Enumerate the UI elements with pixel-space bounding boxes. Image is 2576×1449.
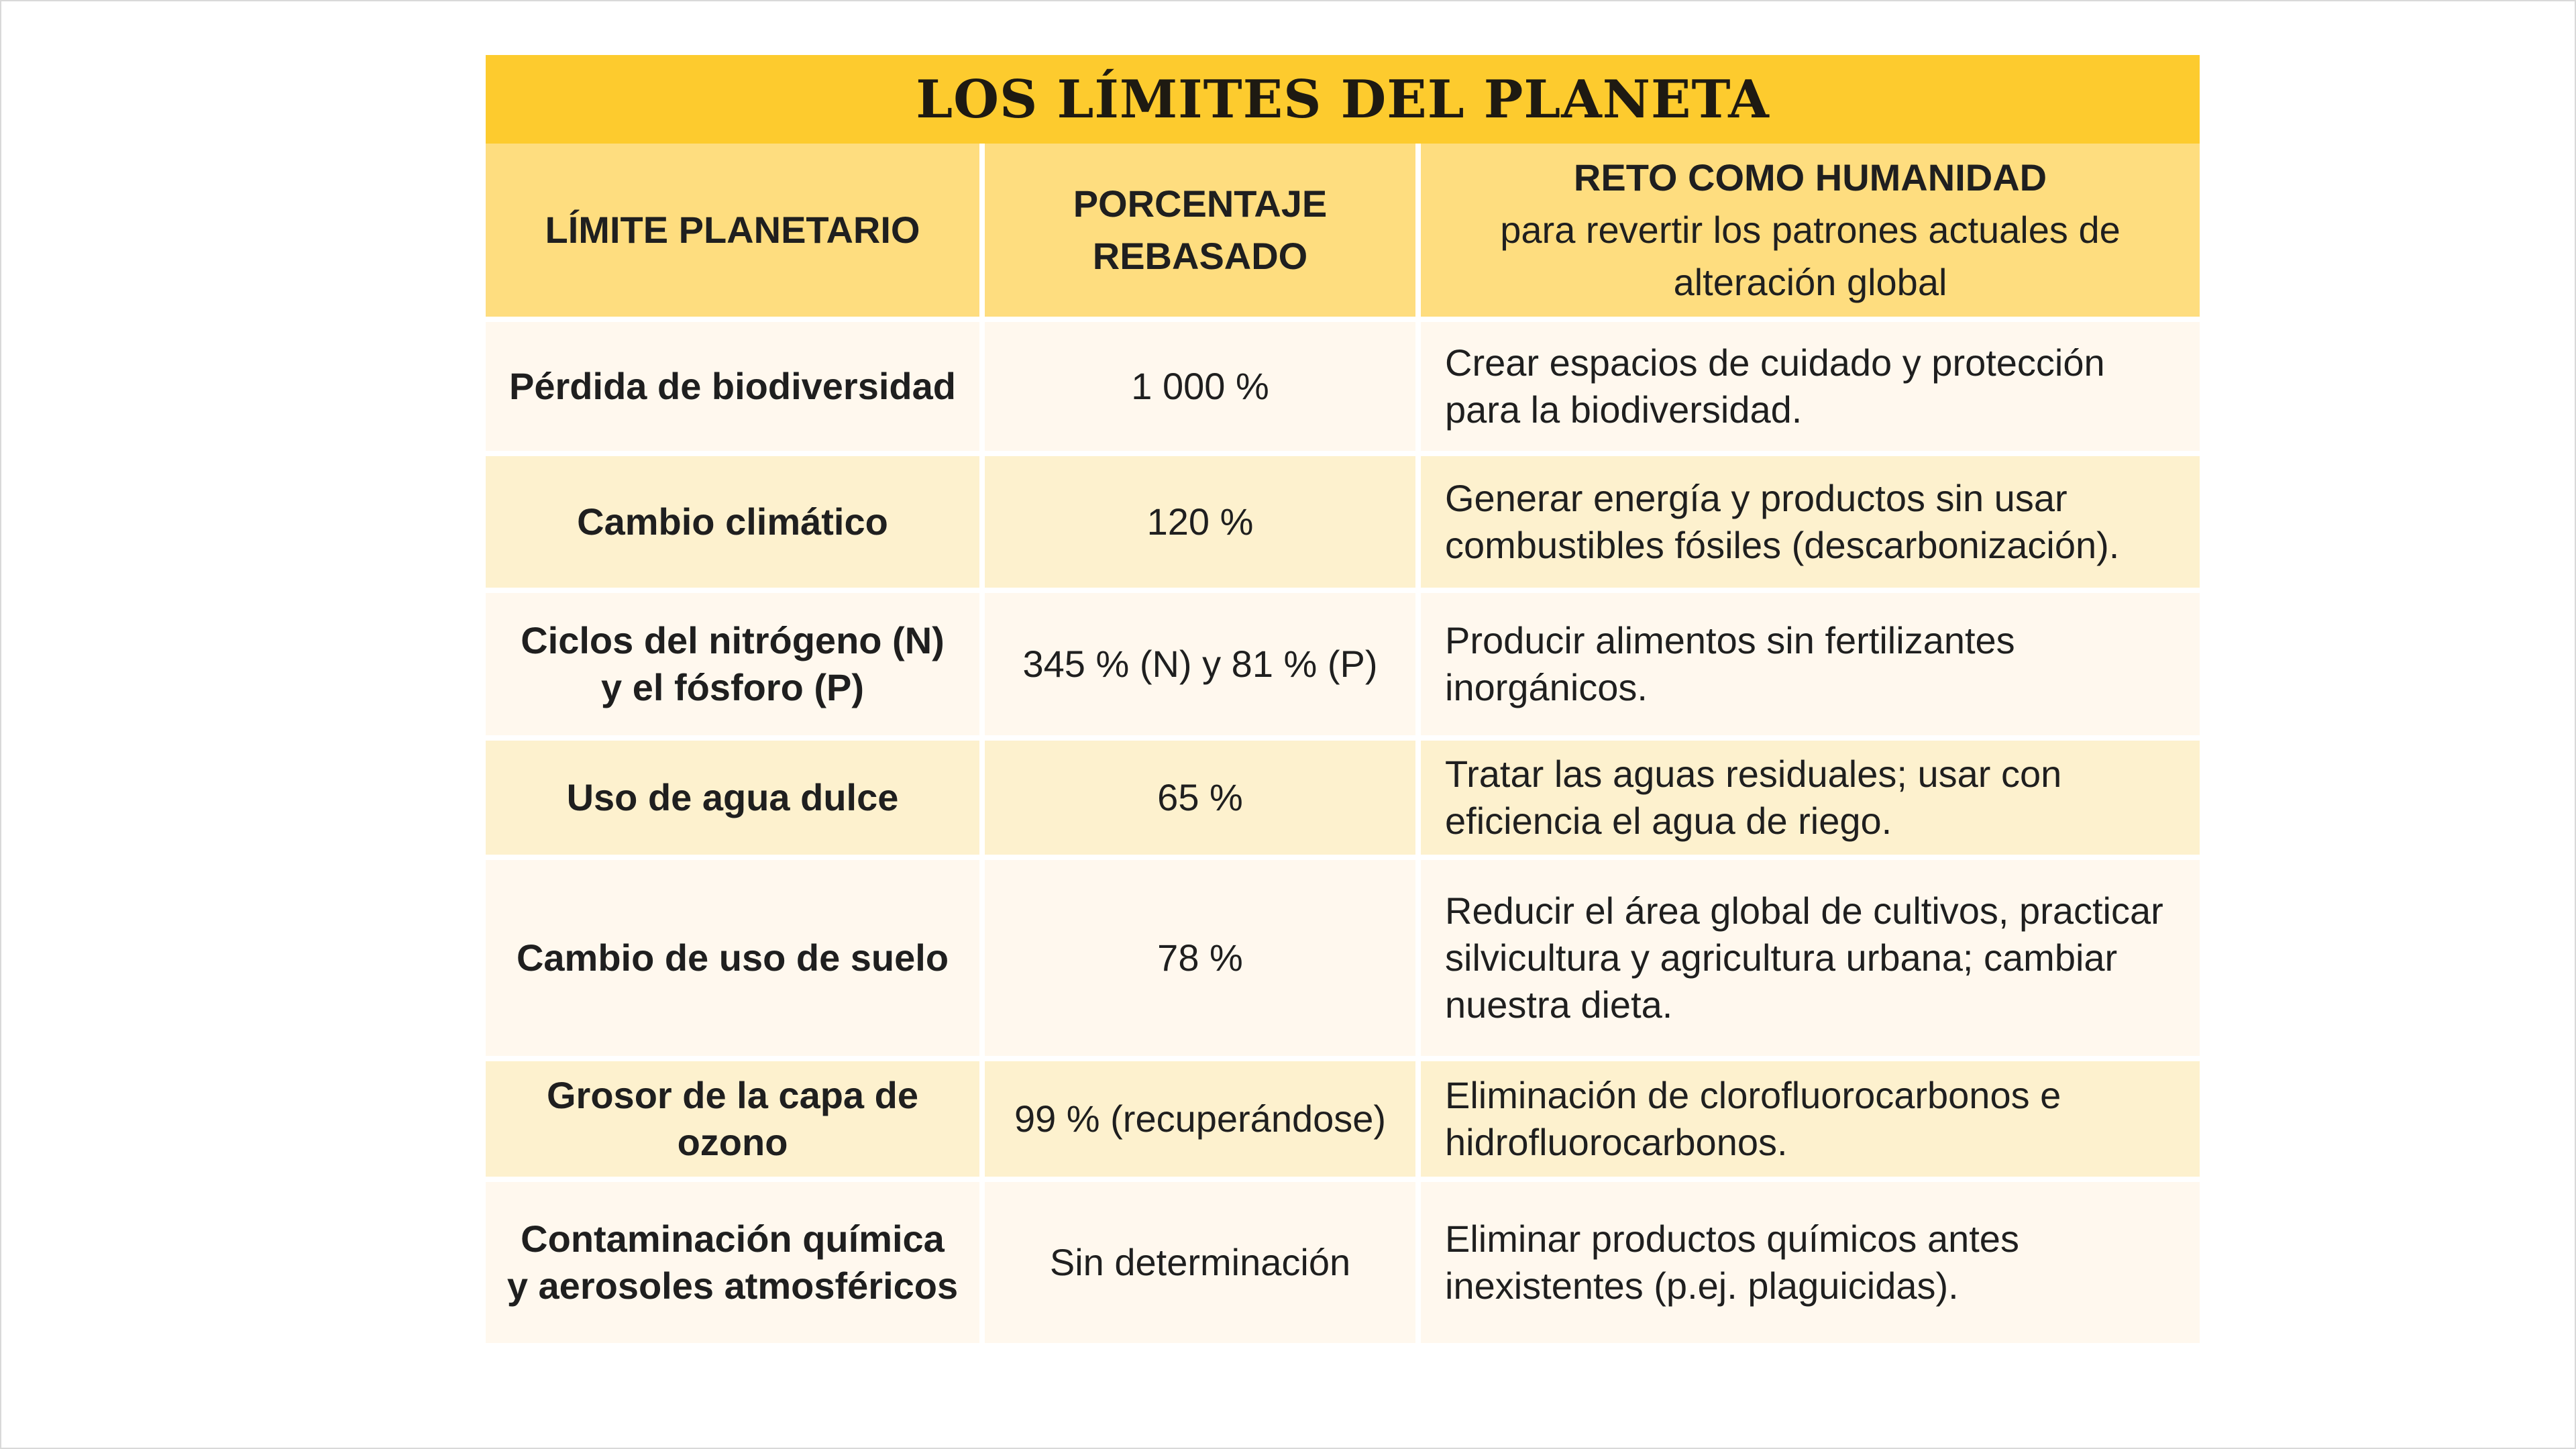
cell-porcentaje: 120 % (979, 451, 1418, 590)
cell-limite: Uso de agua dulce (486, 735, 982, 857)
header-porcentaje: PORCENTAJE REBASADO (979, 144, 1418, 319)
cell-reto: Tratar las aguas residuales; usar con ef… (1415, 735, 2200, 857)
limits-table: LÍMITE PLANETARIO PORCENTAJE REBASADO RE… (486, 144, 2200, 1343)
cell-reto: Producir alimentos sin fertilizantes ino… (1415, 588, 2200, 738)
table-row: Pérdida de biodiversidad 1 000 % Crear e… (486, 317, 2200, 453)
cell-reto: Crear espacios de cuidado y protección p… (1415, 317, 2200, 453)
cell-porcentaje: 345 % (N) y 81 % (P) (979, 588, 1418, 738)
table-title: LOS LÍMITES DEL PLANETA (486, 55, 2200, 144)
table-row: Uso de agua dulce 65 % Tratar las aguas … (486, 735, 2200, 857)
cell-reto: Eliminar productos químicos antes inexis… (1415, 1177, 2200, 1343)
cell-limite: Pérdida de biodiversidad (486, 317, 982, 453)
table-row: Cambio de uso de suelo 78 % Reducir el á… (486, 855, 2200, 1059)
header-row: LÍMITE PLANETARIO PORCENTAJE REBASADO RE… (486, 144, 2200, 319)
cell-porcentaje: 99 % (recuperándose) (979, 1056, 1418, 1179)
cell-limite: Grosor de la capa de ozono (486, 1056, 982, 1179)
cell-reto: Generar energía y productos sin usar com… (1415, 451, 2200, 590)
cell-porcentaje: 1 000 % (979, 317, 1418, 453)
limits-table-card: LOS LÍMITES DEL PLANETA LÍMITE PLANETARI… (486, 55, 2200, 1343)
table-row: Ciclos del nitrógeno (N) y el fósforo (P… (486, 588, 2200, 738)
table-row: Contaminación química y aerosoles atmosf… (486, 1177, 2200, 1343)
cell-limite: Ciclos del nitrógeno (N) y el fósforo (P… (486, 588, 982, 738)
cell-limite: Cambio de uso de suelo (486, 855, 982, 1059)
cell-reto: Eliminación de clorofluorocarbonos e hid… (1415, 1056, 2200, 1179)
header-reto: RETO COMO HUMANIDAD para revertir los pa… (1415, 144, 2200, 319)
header-limite: LÍMITE PLANETARIO (486, 144, 982, 319)
cell-limite: Cambio climático (486, 451, 982, 590)
cell-porcentaje: 78 % (979, 855, 1418, 1059)
cell-porcentaje: 65 % (979, 735, 1418, 857)
cell-porcentaje: Sin determinación (979, 1177, 1418, 1343)
cell-limite: Contaminación química y aerosoles atmosf… (486, 1177, 982, 1343)
table-row: Grosor de la capa de ozono 99 % (recuper… (486, 1056, 2200, 1179)
cell-reto: Reducir el área global de cultivos, prac… (1415, 855, 2200, 1059)
table-row: Cambio climático 120 % Generar energía y… (486, 451, 2200, 590)
